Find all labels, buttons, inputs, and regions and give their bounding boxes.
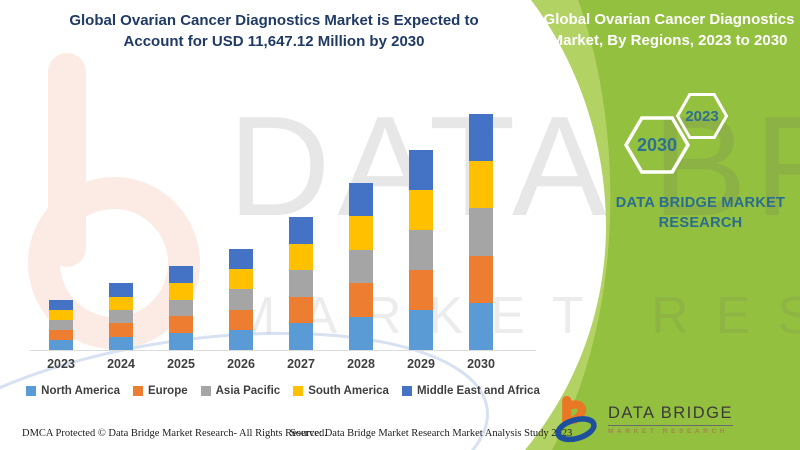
x-axis-label-2026: 2026 (227, 357, 255, 371)
hexagon-2030-label: 2030 (636, 134, 678, 155)
bar-segment-europe-2025 (169, 316, 193, 334)
logo-title: DATA BRIDGE (608, 404, 733, 426)
brand-text-line1: DATA BRIDGE MARKET (615, 195, 786, 211)
bar-segment-asia-pacific-2029 (409, 230, 433, 271)
brand-text-line2: RESEARCH (658, 215, 743, 231)
bar-segment-north-america-2028 (349, 316, 373, 350)
bar-segment-europe-2028 (349, 283, 373, 317)
bar-segment-south-america-2030 (469, 161, 493, 209)
bar-segment-europe-2024 (109, 323, 133, 337)
legend-label: Middle East and Africa (416, 385, 540, 397)
x-axis-label-2023: 2023 (47, 357, 75, 371)
x-axis-label-2025: 2025 (167, 357, 195, 371)
bar-segment-south-america-2029 (409, 190, 433, 231)
bar-segment-middle-east-and-africa-2023 (49, 300, 73, 311)
hexagon-badge-2023: 2023 (675, 93, 729, 139)
bar-segment-south-america-2028 (349, 216, 373, 250)
x-axis-label-2024: 2024 (107, 357, 135, 371)
legend-label: South America (308, 385, 389, 397)
watermark-text-line1: DATA BRIDGE (228, 87, 800, 246)
bar-segment-south-america-2027 (289, 243, 313, 271)
logo-text: DATA BRIDGE MARKET RESEARCH (608, 404, 733, 435)
panel-title-line2: Market, By Regions, 2023 to 2030 (550, 32, 788, 49)
bar-segment-middle-east-and-africa-2030 (469, 114, 493, 162)
bar-segment-north-america-2024 (109, 336, 133, 350)
bar-segment-south-america-2024 (109, 296, 133, 310)
page-title-line2: Account for USD 11,647.12 Million by 203… (123, 33, 425, 50)
bar-segment-europe-2026 (229, 309, 253, 330)
bar-segment-north-america-2025 (169, 333, 193, 350)
data-bridge-logo-icon (555, 395, 597, 443)
legend-item-asia-pacific: Asia Pacific (200, 385, 281, 397)
legend-label: North America (41, 385, 120, 397)
bar-segment-europe-2030 (469, 255, 493, 303)
legend-label: Asia Pacific (215, 385, 281, 397)
bar-segment-europe-2027 (289, 296, 313, 324)
hexagon-2023-label: 2023 (685, 107, 719, 125)
watermark-text-line2: MARKET RESEARCH (232, 287, 800, 345)
bar-segment-middle-east-and-africa-2026 (229, 248, 253, 270)
bar-segment-asia-pacific-2028 (349, 249, 373, 284)
page-title-line1: Global Ovarian Cancer Diagnostics Market… (69, 12, 479, 29)
bar-segment-asia-pacific-2027 (289, 270, 313, 297)
source-note: Source: Data Bridge Market Research Mark… (290, 428, 573, 439)
hexagon-outline-icon (623, 116, 691, 174)
legend-swatch-icon (133, 386, 143, 396)
bar-segment-europe-2023 (49, 330, 73, 341)
dmca-notice: DMCA Protected © Data Bridge Market Rese… (22, 428, 327, 439)
legend-swatch-icon (200, 386, 211, 396)
legend-item-middle-east-and-africa: Middle East and Africa (401, 385, 540, 397)
bar-segment-north-america-2029 (409, 310, 433, 350)
bar-segment-north-america-2026 (229, 329, 253, 350)
bar-segment-north-america-2023 (49, 340, 73, 350)
bar-segment-middle-east-and-africa-2024 (109, 283, 133, 297)
legend-label: Europe (148, 385, 188, 397)
page-title: Global Ovarian Cancer Diagnostics Market… (38, 10, 510, 52)
bar-segment-asia-pacific-2026 (229, 289, 253, 310)
bar-segment-north-america-2030 (469, 302, 493, 350)
legend-item-south-america: South America (293, 385, 389, 397)
panel-title-line1: Global Ovarian Cancer Diagnostics (543, 11, 795, 28)
bar-segment-asia-pacific-2024 (109, 309, 133, 324)
bar-segment-south-america-2025 (169, 282, 193, 300)
panel-title: Global Ovarian Cancer Diagnostics Market… (543, 9, 795, 51)
bar-segment-europe-2029 (409, 270, 433, 311)
hexagon-badge-2030: 2030 (623, 116, 691, 174)
bar-segment-middle-east-and-africa-2028 (349, 183, 373, 217)
bar-segment-middle-east-and-africa-2025 (169, 265, 193, 283)
x-axis-label-2029: 2029 (407, 357, 435, 371)
bar-segment-asia-pacific-2025 (169, 299, 193, 317)
bar-segment-asia-pacific-2023 (49, 320, 73, 331)
bar-segment-asia-pacific-2030 (469, 208, 493, 256)
legend-item-europe: Europe (133, 385, 188, 397)
legend-item-north-america: North America (26, 385, 120, 397)
x-axis-line (30, 350, 536, 351)
logo-subtitle: MARKET RESEARCH (608, 427, 729, 435)
bar-segment-south-america-2023 (49, 310, 73, 321)
brand-text: DATA BRIDGE MARKET RESEARCH (608, 193, 793, 233)
legend-swatch-icon (293, 386, 304, 396)
x-axis-label-2028: 2028 (347, 357, 375, 371)
bar-segment-middle-east-and-africa-2029 (409, 150, 433, 191)
x-axis-label-2027: 2027 (287, 357, 315, 371)
legend-swatch-icon (26, 386, 37, 396)
bar-segment-south-america-2026 (229, 269, 253, 290)
chart-legend: North America Europe Asia Pacific South Ame… (26, 383, 540, 399)
company-logo: DATA BRIDGE MARKET RESEARCH (552, 395, 733, 443)
bar-segment-middle-east-and-africa-2027 (289, 217, 313, 244)
legend-swatch-icon (401, 386, 412, 396)
bar-segment-north-america-2027 (289, 323, 313, 350)
hexagon-outline-icon (675, 93, 729, 139)
x-axis-label-2030: 2030 (467, 357, 495, 371)
